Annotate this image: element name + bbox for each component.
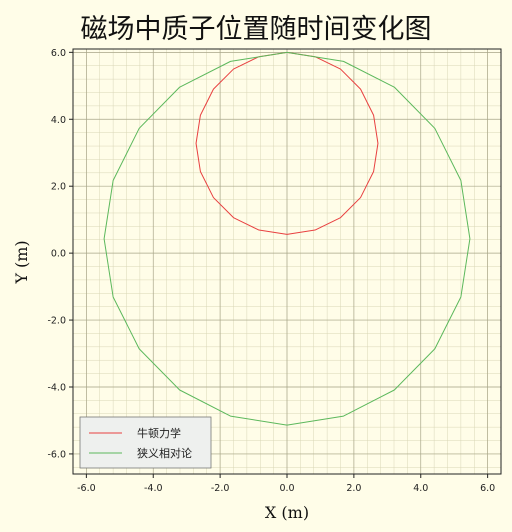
x-tick-label: -2.0	[211, 483, 230, 494]
x-tick-label: 0.0	[279, 483, 294, 494]
x-tick-label: 2.0	[346, 483, 361, 494]
y-axis-label: Y (m)	[12, 240, 31, 284]
major-grid	[73, 49, 501, 474]
x-tick-label: -4.0	[144, 483, 163, 494]
y-tick-label: 6.0	[51, 48, 66, 59]
y-tick-label: -4.0	[47, 382, 66, 393]
y-tick-label: -2.0	[47, 316, 66, 327]
chart-title: 磁场中质子位置随时间变化图	[81, 14, 432, 45]
series-line-newtonian	[195, 51, 379, 235]
series-line-relativistic	[103, 51, 471, 426]
x-axis-label: X (m)	[265, 503, 309, 522]
y-axis-ticks: -6.0 -4.0 -2.0 0.0 2.0 4.0 6.0	[47, 48, 73, 460]
legend: 牛顿力学 狭义相对论	[79, 416, 212, 469]
x-axis-ticks: -6.0 -4.0 -2.0 0.0 2.0 4.0 6.0	[77, 474, 495, 494]
x-tick-label: 6.0	[480, 483, 495, 494]
legend-label-newtonian: 牛顿力学	[137, 426, 181, 440]
y-tick-label: -6.0	[47, 449, 66, 460]
y-tick-label: 4.0	[51, 115, 66, 126]
y-tick-label: 2.0	[51, 182, 66, 193]
y-tick-label: 0.0	[51, 249, 66, 260]
legend-label-relativistic: 狭义相对论	[137, 446, 192, 460]
legend-box	[79, 416, 212, 469]
x-tick-label: -6.0	[77, 483, 96, 494]
series-layer	[103, 51, 471, 426]
x-tick-label: 4.0	[413, 483, 428, 494]
